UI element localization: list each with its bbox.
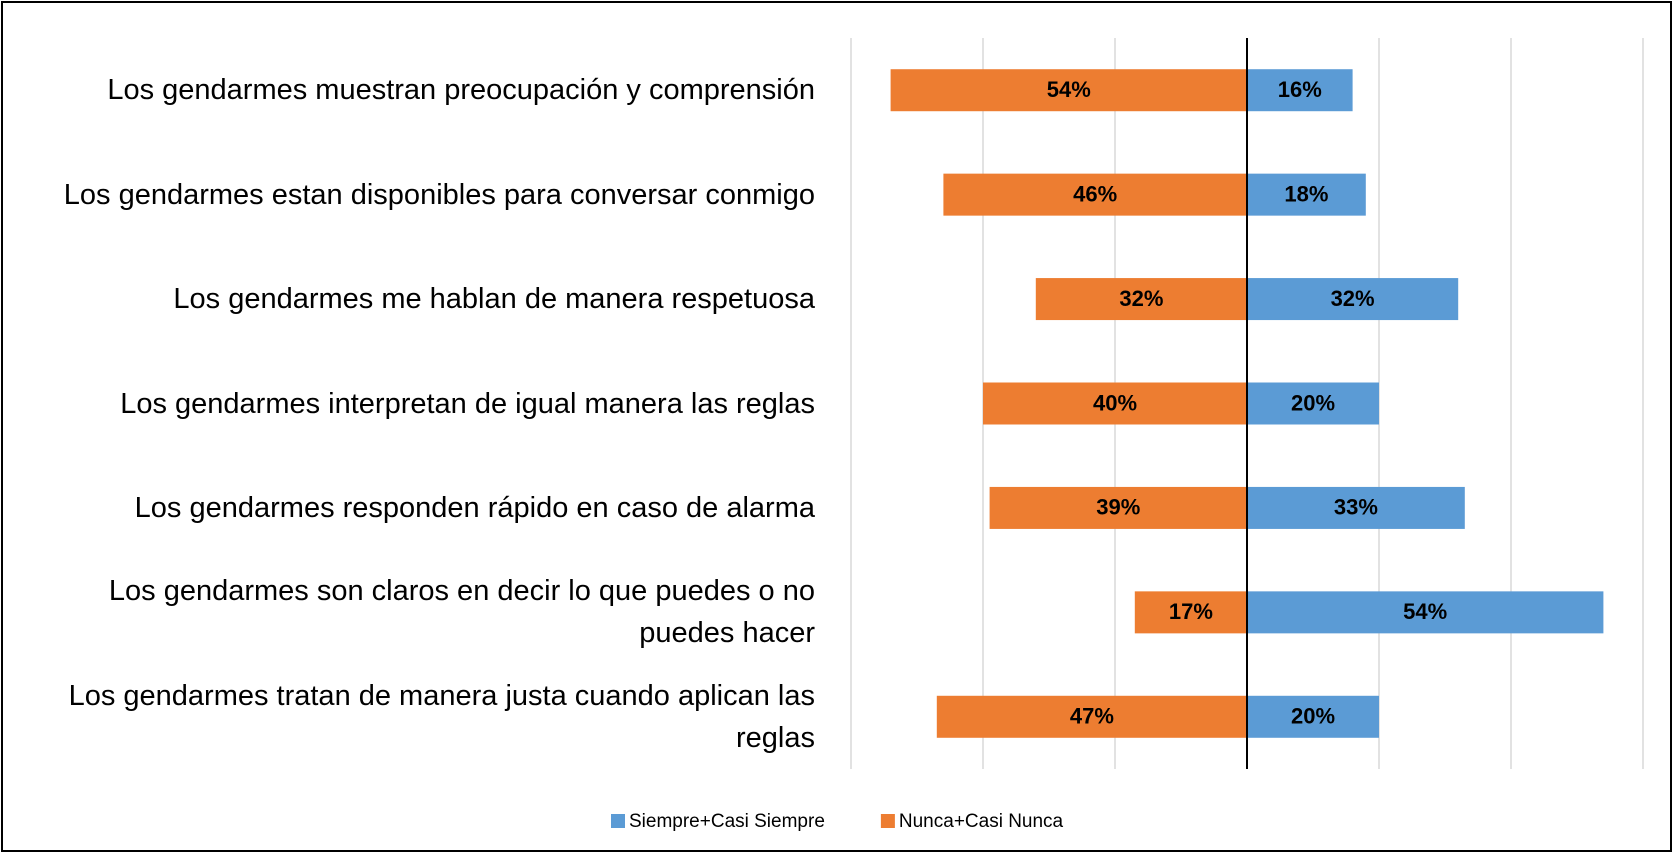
bar bbox=[890, 69, 1247, 112]
legend-swatch bbox=[880, 814, 895, 828]
data-label: 54% bbox=[1047, 77, 1091, 102]
legend-swatch bbox=[611, 814, 625, 828]
bar bbox=[943, 173, 1247, 216]
bar bbox=[1247, 173, 1366, 216]
category-label: Los gendarmes me hablan de manera respet… bbox=[173, 283, 815, 316]
data-label: 17% bbox=[1169, 599, 1213, 624]
bar bbox=[1247, 278, 1459, 321]
data-label: 40% bbox=[1093, 390, 1137, 415]
category-label: Los gendarmes son claros en decir lo que… bbox=[108, 575, 815, 650]
legend-label: Siempre+Casi Siempre bbox=[629, 811, 825, 832]
data-label: 18% bbox=[1284, 181, 1328, 206]
bar bbox=[1247, 69, 1353, 112]
category-label: Los gendarmes interpretan de igual maner… bbox=[120, 387, 815, 420]
data-label: 33% bbox=[1334, 495, 1378, 520]
category-label: Los gendarmes tratan de manera justa cua… bbox=[68, 679, 815, 754]
bar bbox=[989, 486, 1247, 529]
data-label: 46% bbox=[1073, 181, 1117, 206]
bar bbox=[1247, 382, 1379, 425]
bar bbox=[1247, 486, 1465, 529]
data-label: 32% bbox=[1331, 286, 1375, 311]
bar bbox=[1247, 695, 1379, 738]
data-label: 16% bbox=[1278, 77, 1322, 102]
legend-label: Nunca+Casi Nunca bbox=[899, 811, 1064, 832]
category-label: Los gendarmes responden rápido en caso d… bbox=[134, 491, 815, 524]
category-label: Los gendarmes muestran preocupación y co… bbox=[107, 74, 815, 107]
data-label: 32% bbox=[1119, 286, 1163, 311]
data-label: 39% bbox=[1096, 495, 1140, 520]
data-label: 54% bbox=[1403, 599, 1447, 624]
category-label: Los gendarmes estan disponibles para con… bbox=[63, 178, 815, 211]
data-label: 20% bbox=[1291, 390, 1335, 415]
data-label: 47% bbox=[1070, 704, 1114, 729]
bar bbox=[1035, 278, 1247, 321]
bar bbox=[936, 695, 1247, 738]
bar bbox=[983, 382, 1247, 425]
bar bbox=[1247, 591, 1604, 634]
data-label: 20% bbox=[1291, 704, 1335, 729]
bar bbox=[1134, 591, 1247, 634]
